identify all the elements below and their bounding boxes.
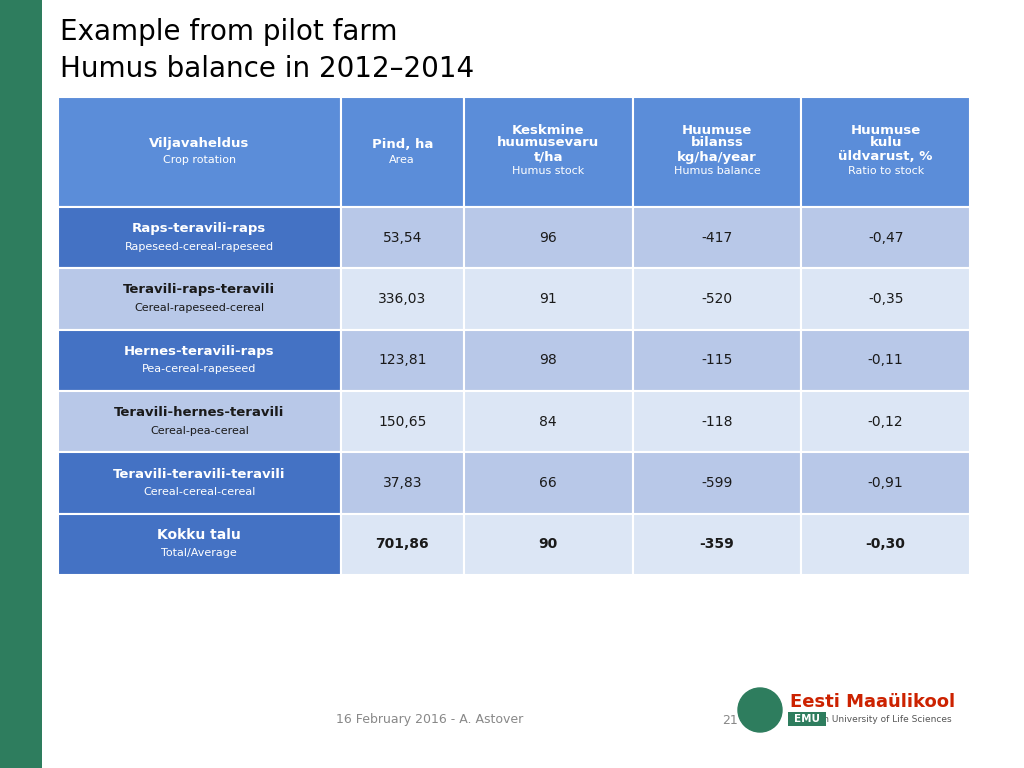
Bar	[464, 268, 633, 329]
Text: Cereal-cereal-cereal: Cereal-cereal-cereal	[143, 487, 256, 497]
Text: Kokku talu: Kokku talu	[158, 528, 242, 542]
Bar	[341, 452, 464, 514]
Bar	[633, 514, 801, 575]
Text: Crop rotation: Crop rotation	[163, 155, 236, 165]
Bar	[464, 452, 633, 514]
Text: Teravili-teravili-teravili: Teravili-teravili-teravili	[113, 468, 286, 481]
Text: -115: -115	[701, 353, 732, 367]
Bar	[464, 97, 633, 207]
Bar	[341, 97, 464, 207]
Text: -0,91: -0,91	[867, 476, 903, 490]
Bar	[341, 207, 464, 268]
Text: -599: -599	[701, 476, 732, 490]
Text: kulu: kulu	[869, 137, 902, 150]
Bar	[801, 97, 970, 207]
Text: 66: 66	[540, 476, 557, 490]
Text: 91: 91	[540, 292, 557, 306]
Text: 336,03: 336,03	[378, 292, 426, 306]
Bar	[464, 207, 633, 268]
Text: Pea-cereal-rapeseed: Pea-cereal-rapeseed	[142, 364, 257, 374]
Bar	[801, 514, 970, 575]
Text: -0,11: -0,11	[867, 353, 903, 367]
Bar	[341, 268, 464, 329]
Bar	[58, 207, 341, 268]
Text: Ratio to stock: Ratio to stock	[848, 166, 924, 176]
Text: 96: 96	[540, 230, 557, 245]
Bar	[464, 329, 633, 391]
Text: Humus balance: Humus balance	[674, 166, 760, 176]
Text: Huumuse: Huumuse	[682, 124, 752, 137]
Bar	[801, 452, 970, 514]
Bar	[633, 391, 801, 452]
Text: üldvarust, %: üldvarust, %	[839, 151, 933, 164]
Text: 84: 84	[540, 415, 557, 429]
Text: -0,30: -0,30	[865, 538, 905, 551]
Bar	[633, 268, 801, 329]
Text: bilanss: bilanss	[690, 137, 743, 150]
Text: Example from pilot farm: Example from pilot farm	[60, 18, 397, 46]
Text: 53,54: 53,54	[383, 230, 422, 245]
Text: -0,35: -0,35	[868, 292, 903, 306]
Text: 701,86: 701,86	[376, 538, 429, 551]
Text: t/ha: t/ha	[534, 151, 563, 164]
Text: Raps-teravili-raps: Raps-teravili-raps	[132, 222, 266, 235]
Bar	[58, 452, 341, 514]
Text: Cereal-pea-cereal: Cereal-pea-cereal	[150, 425, 249, 435]
Text: -0,12: -0,12	[867, 415, 903, 429]
Text: 16 February 2016 - A. Astover: 16 February 2016 - A. Astover	[336, 713, 523, 727]
Text: Humus balance in 2012–2014: Humus balance in 2012–2014	[60, 55, 474, 83]
Text: Teravili-hernes-teravili: Teravili-hernes-teravili	[114, 406, 285, 419]
Bar	[58, 391, 341, 452]
Bar	[801, 268, 970, 329]
Bar	[341, 514, 464, 575]
Text: Area: Area	[389, 155, 415, 165]
Bar	[633, 97, 801, 207]
Text: -118: -118	[701, 415, 732, 429]
Bar	[633, 207, 801, 268]
Bar	[0, 0, 42, 768]
Circle shape	[738, 688, 782, 732]
Text: Humus stock: Humus stock	[512, 166, 585, 176]
Text: Total/Average: Total/Average	[162, 548, 238, 558]
Text: Cereal-rapeseed-cereal: Cereal-rapeseed-cereal	[134, 303, 264, 313]
Bar	[801, 329, 970, 391]
Bar	[58, 329, 341, 391]
Text: Hernes-teravili-raps: Hernes-teravili-raps	[124, 345, 274, 358]
Text: kg/ha/year: kg/ha/year	[677, 151, 757, 164]
Text: 21: 21	[722, 713, 738, 727]
Text: EMU: EMU	[794, 714, 820, 724]
Text: 150,65: 150,65	[378, 415, 426, 429]
Bar	[633, 452, 801, 514]
Text: -520: -520	[701, 292, 732, 306]
Bar	[788, 712, 826, 726]
Text: 123,81: 123,81	[378, 353, 427, 367]
Text: Viljavaheldus: Viljavaheldus	[150, 137, 250, 151]
Text: Estonian University of Life Sciences: Estonian University of Life Sciences	[790, 714, 951, 723]
Text: huumusevaru: huumusevaru	[497, 137, 599, 150]
Text: 90: 90	[539, 538, 558, 551]
Text: 98: 98	[540, 353, 557, 367]
Text: Huumuse: Huumuse	[851, 124, 921, 137]
Bar	[58, 514, 341, 575]
Text: -417: -417	[701, 230, 732, 245]
Bar	[801, 391, 970, 452]
Bar	[341, 329, 464, 391]
Text: Keskmine: Keskmine	[512, 124, 585, 137]
Text: Pind, ha: Pind, ha	[372, 137, 433, 151]
Bar	[464, 514, 633, 575]
Text: -0,47: -0,47	[868, 230, 903, 245]
Text: -359: -359	[699, 538, 734, 551]
Bar	[464, 391, 633, 452]
Bar	[58, 268, 341, 329]
Text: Rapeseed-cereal-rapeseed: Rapeseed-cereal-rapeseed	[125, 242, 274, 252]
Bar	[341, 391, 464, 452]
Bar	[58, 97, 341, 207]
Bar	[633, 329, 801, 391]
Text: Teravili-raps-teravili: Teravili-raps-teravili	[123, 283, 275, 296]
Text: 37,83: 37,83	[383, 476, 422, 490]
Text: Eesti Maaülikool: Eesti Maaülikool	[790, 693, 955, 711]
Bar	[801, 207, 970, 268]
